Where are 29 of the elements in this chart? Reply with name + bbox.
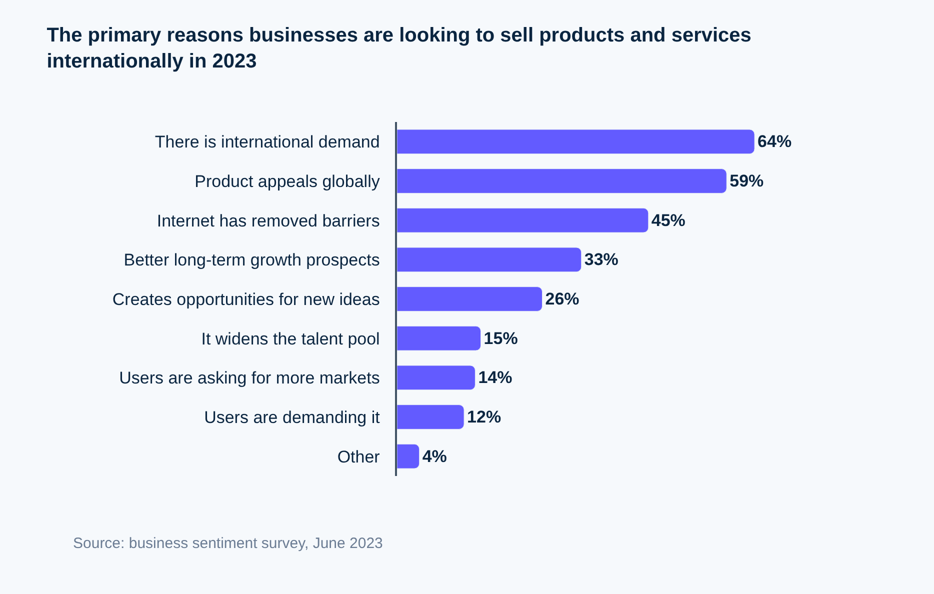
y-tick-label: It widens the talent pool [201,329,380,348]
y-tick-label: Other [337,447,380,466]
data-label: 15% [484,328,518,348]
y-tick-label: Better long-term growth prospects [124,250,380,270]
data-label: 12% [467,408,502,426]
bar [397,365,476,390]
bar [397,286,542,312]
source-note: Source: business sentiment survey, June 2023 [73,535,383,552]
data-label: 64% [758,132,792,152]
bar [397,326,482,351]
data-label: 14% [478,368,512,388]
data-label: 33% [584,250,618,270]
y-tick-label: Users are asking for more markets [119,368,380,388]
data-label: 26% [545,290,580,308]
bar [397,404,464,430]
bar [397,444,420,469]
bar [397,168,727,194]
y-tick-label: There is international demand [154,132,380,152]
chart-title: The primary reasons businesses are looking to sell products and services internationally in 2023 [46,24,752,73]
data-label: 45% [651,210,686,230]
bar [397,208,649,233]
y-tick-label: Product appeals globally [194,172,380,191]
data-label: 59% [730,172,764,190]
y-tick-label: Users are demanding it [204,408,380,427]
bar [397,129,755,154]
data-label: 4% [422,446,447,466]
y-tick-label: Internet has removed barriers [156,211,380,230]
bar [397,247,582,272]
y-tick-label: Creates opportunities for new ideas [112,290,380,309]
